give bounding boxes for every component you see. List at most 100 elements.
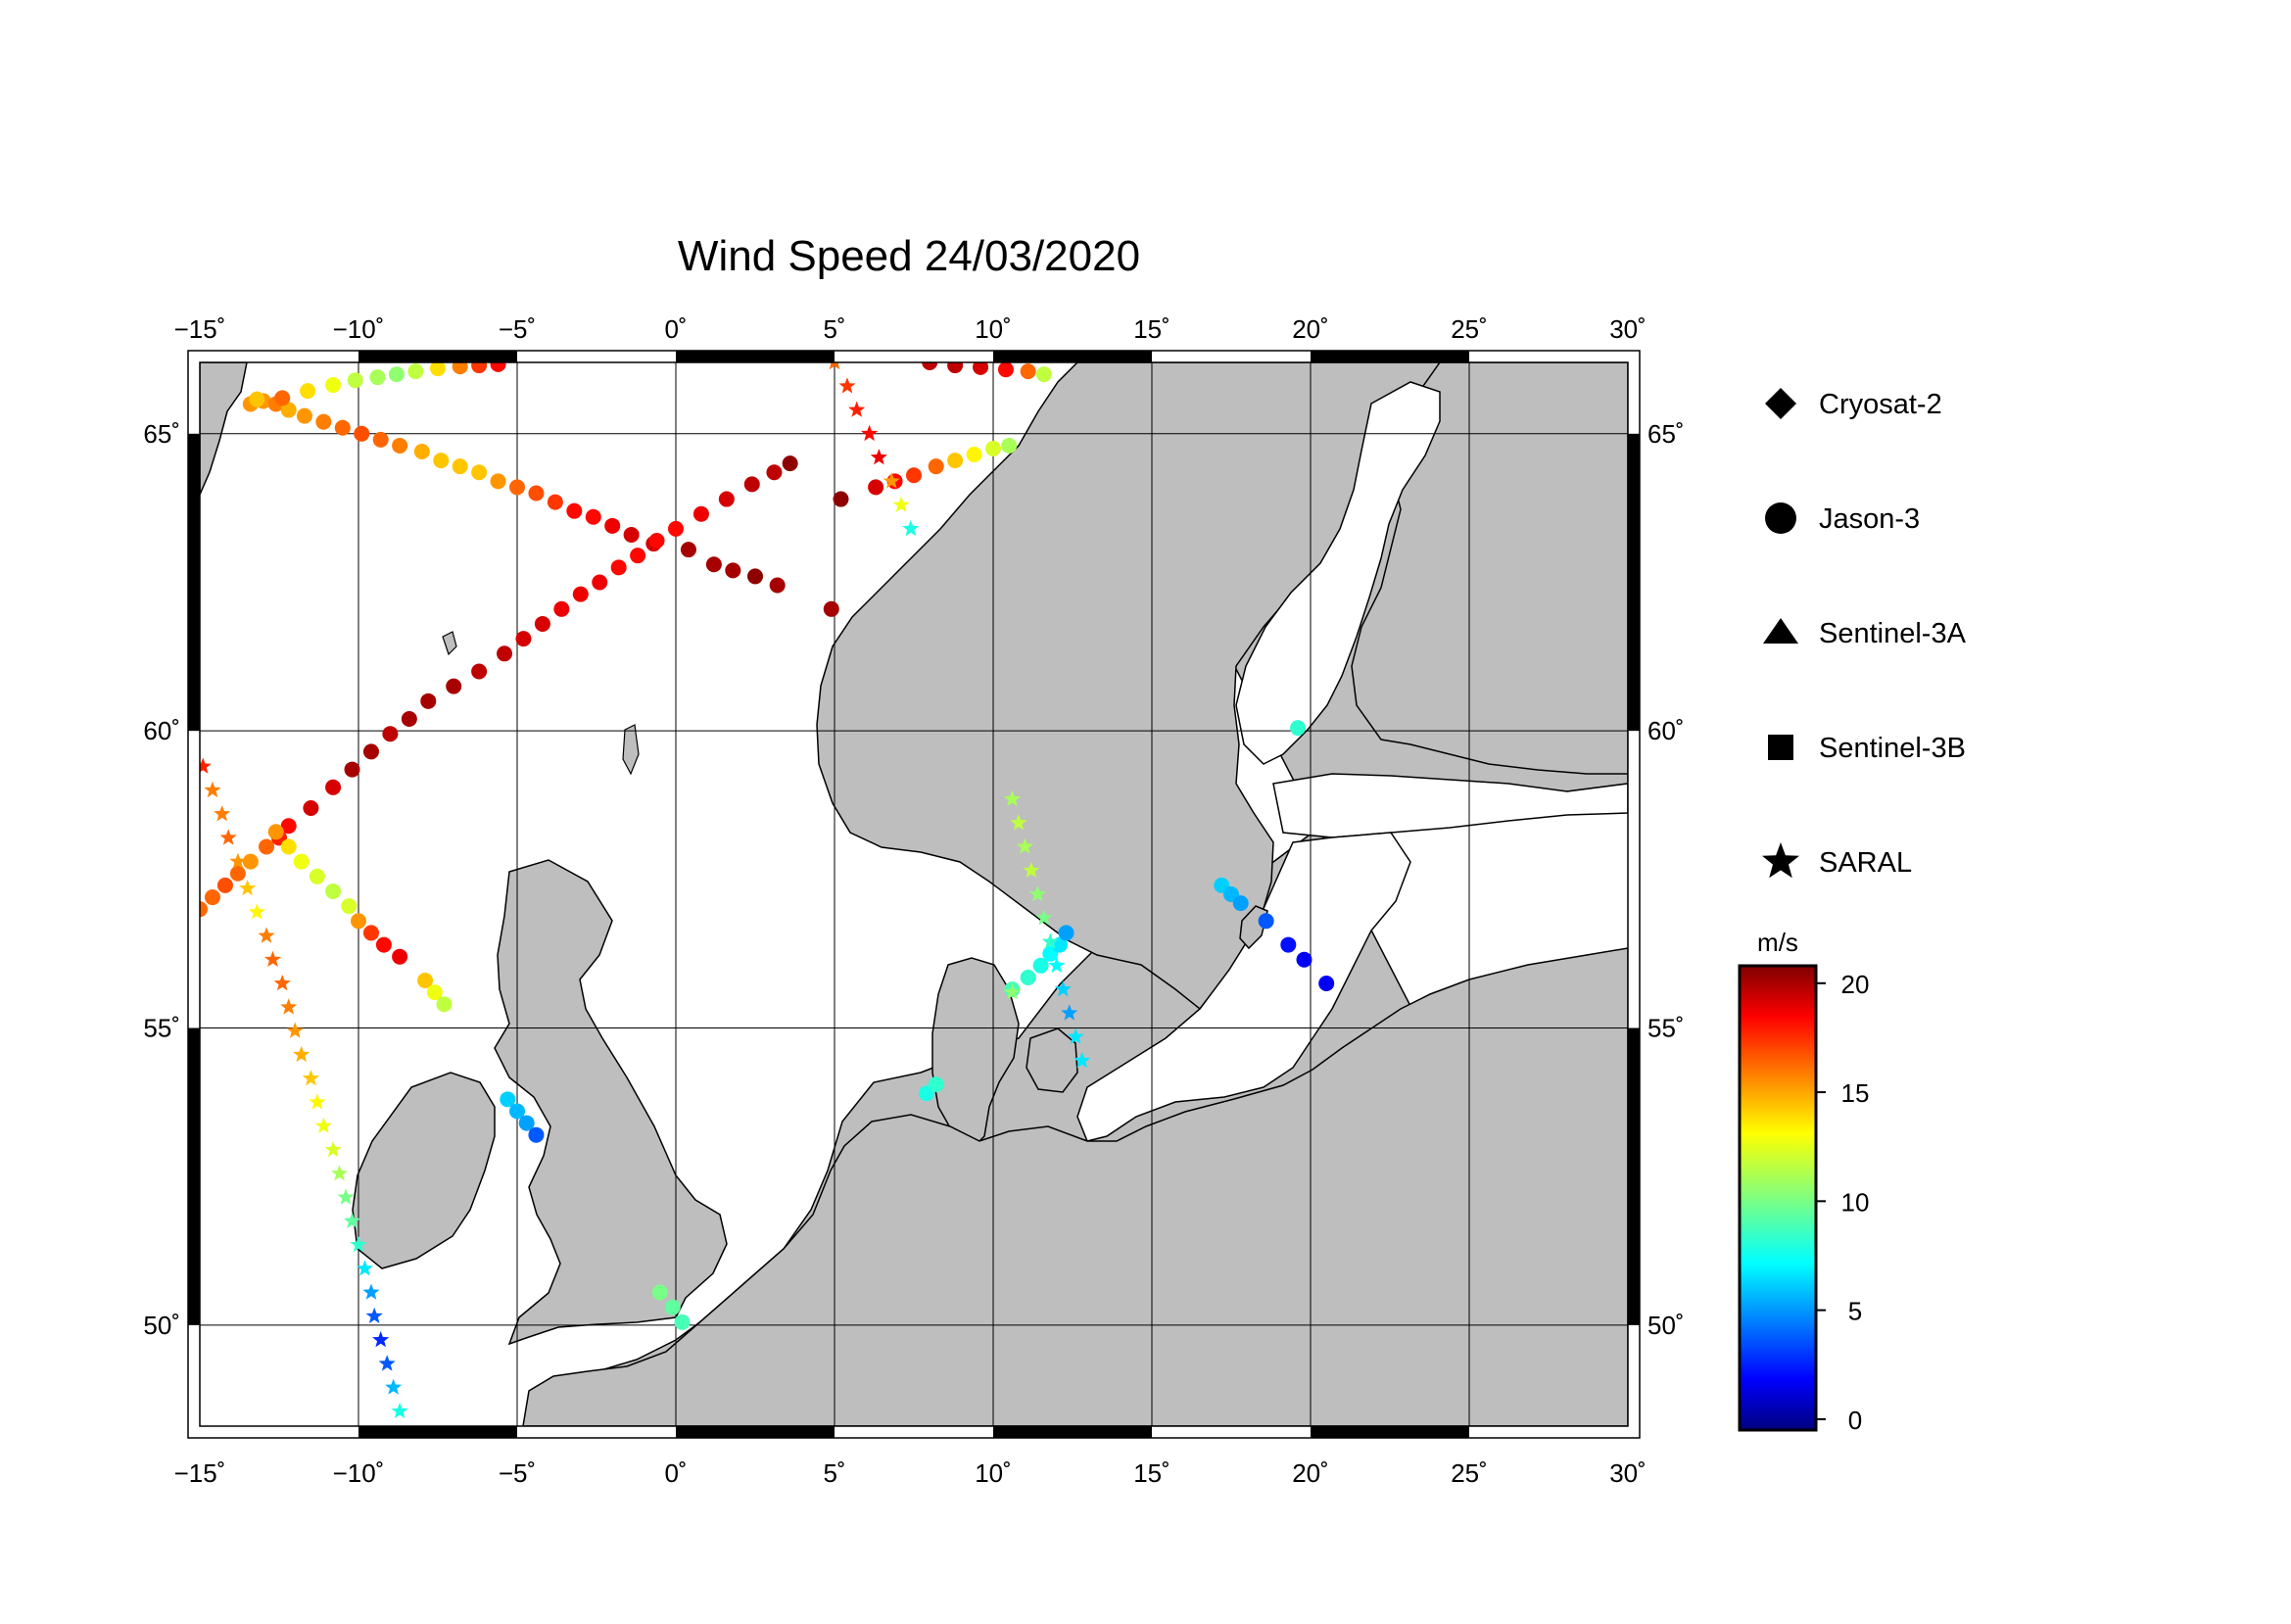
jason3-point <box>585 508 601 525</box>
jason3-point <box>315 413 332 430</box>
frame-bar-top <box>1311 351 1469 362</box>
jason3-point <box>1318 976 1335 992</box>
jason3-point <box>630 548 646 564</box>
jason3-point <box>528 485 545 502</box>
jason3-point <box>928 458 944 475</box>
lon-tick-label-top: 30˚ <box>1609 314 1647 344</box>
legend-item-jason3: Jason-3 <box>1765 502 1920 535</box>
inner-frame <box>199 361 1629 1427</box>
jason3-point <box>204 889 220 906</box>
saral-point <box>293 1045 310 1063</box>
jason3-point <box>592 574 608 591</box>
saral-point <box>902 519 920 537</box>
jason3-point <box>351 913 366 930</box>
saral-point <box>1041 932 1059 949</box>
jason3-point <box>280 402 297 418</box>
diamond-icon <box>1765 388 1796 419</box>
colorbar-ticks: 0 5 10 15 20 <box>1816 970 1869 1435</box>
jason3-point <box>388 366 405 383</box>
jason3-point <box>242 853 259 870</box>
saral-point <box>1016 837 1033 854</box>
jason3-point <box>648 533 665 549</box>
saral-point <box>838 377 856 394</box>
legend-label: Cryosat-2 <box>1819 389 1942 420</box>
jason3-point <box>664 1299 681 1315</box>
jason3-point <box>362 925 379 941</box>
jason3-point <box>985 440 1001 456</box>
jason3-point <box>1020 363 1036 380</box>
saral-point <box>861 424 879 442</box>
lon-tick-label-bottom: 5˚ <box>823 1458 845 1488</box>
land-zealand <box>1026 1027 1078 1093</box>
jason3-point <box>1035 366 1052 383</box>
jason3-point <box>572 586 589 602</box>
series-jason-3 <box>200 362 1335 1330</box>
jason3-point <box>680 542 696 558</box>
saral-point <box>239 879 257 896</box>
land-denmark <box>931 957 1020 1147</box>
saral-point <box>1010 814 1027 831</box>
jason3-point <box>452 362 468 375</box>
jason3-point <box>1296 951 1313 968</box>
gulf-of-bothnia <box>1235 381 1441 765</box>
jason3-point <box>280 838 297 855</box>
colorbar-tick-label: 10 <box>1841 1187 1870 1217</box>
jason3-point <box>553 600 570 617</box>
jason3-point <box>309 868 325 884</box>
jason3-point <box>1290 720 1307 737</box>
map-title: Wind Speed 24/03/2020 <box>678 232 1140 280</box>
jason3-point <box>216 877 233 893</box>
jason3-point <box>766 464 783 481</box>
satellite-legend: Cryosat-2 Jason-3 Sentinel-3A Sentinel-3… <box>1762 388 1967 879</box>
jason3-point <box>362 743 379 760</box>
lat-tick-label-right: 60˚ <box>1647 716 1685 745</box>
axis-tick-labels: −15˚ −15˚ −10˚ −10˚ −5˚ −5˚ 0˚ 0˚ 5˚ 5˚ 10˚ 10˚ 15˚ 1… <box>143 314 1684 1488</box>
jason3-point <box>341 898 358 915</box>
saral-point <box>280 998 298 1015</box>
lon-tick-label-top: 20˚ <box>1292 314 1329 344</box>
saral-point <box>248 903 265 920</box>
jason3-point <box>407 363 424 380</box>
jason3-point <box>1001 437 1018 454</box>
saral-point <box>302 1070 319 1086</box>
land-faroe <box>442 631 457 656</box>
lon-tick-label-top: 10˚ <box>975 314 1012 344</box>
square-icon <box>1768 735 1793 760</box>
saral-point <box>365 1307 383 1323</box>
jason3-point <box>1058 925 1074 941</box>
jason3-point <box>354 425 370 442</box>
lon-tick-label-top: 25˚ <box>1451 314 1488 344</box>
jason3-point <box>446 678 462 694</box>
circle-icon <box>1765 502 1796 534</box>
frame-bar-top <box>676 351 835 362</box>
lon-tick-label-top: −15˚ <box>174 314 226 344</box>
jason3-point <box>249 391 265 407</box>
saral-point <box>309 1093 326 1110</box>
outer-frame <box>187 350 1641 1439</box>
land-iceland <box>200 362 248 496</box>
legend-item-saral: SARAL <box>1762 842 1912 879</box>
saral-point <box>883 472 900 489</box>
jason3-point <box>413 444 430 460</box>
lon-tick-label-bottom: −15˚ <box>174 1458 226 1488</box>
series-saral <box>200 362 1091 1419</box>
colorbar-gradient <box>1738 964 1818 1432</box>
jason3-point <box>668 520 684 537</box>
jason3-point <box>769 577 786 594</box>
lat-tick-label-left: 65˚ <box>143 419 180 449</box>
jason3-point <box>705 556 722 573</box>
jason3-point <box>303 800 319 817</box>
jason3-point <box>947 453 964 469</box>
saral-point <box>314 1117 332 1133</box>
jason3-point <box>528 1126 545 1143</box>
saral-point <box>378 1355 396 1371</box>
jason3-point <box>509 479 525 496</box>
jason3-point <box>651 1284 668 1301</box>
legend-label: SARAL <box>1819 847 1912 879</box>
jason3-point <box>947 362 964 374</box>
jason3-point <box>534 615 550 632</box>
colorbar-tick-label: 20 <box>1841 970 1870 999</box>
jason3-point <box>509 1103 525 1120</box>
jason3-point <box>500 1091 516 1108</box>
